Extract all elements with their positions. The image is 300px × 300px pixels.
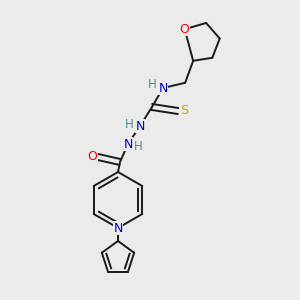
Text: H: H <box>134 140 142 154</box>
Text: H: H <box>124 118 134 130</box>
Text: H: H <box>148 79 156 92</box>
Text: N: N <box>123 137 133 151</box>
Text: N: N <box>158 82 168 94</box>
Text: O: O <box>180 22 190 36</box>
Text: N: N <box>135 119 145 133</box>
Text: S: S <box>180 104 188 118</box>
Text: O: O <box>87 151 97 164</box>
Text: N: N <box>113 221 123 235</box>
